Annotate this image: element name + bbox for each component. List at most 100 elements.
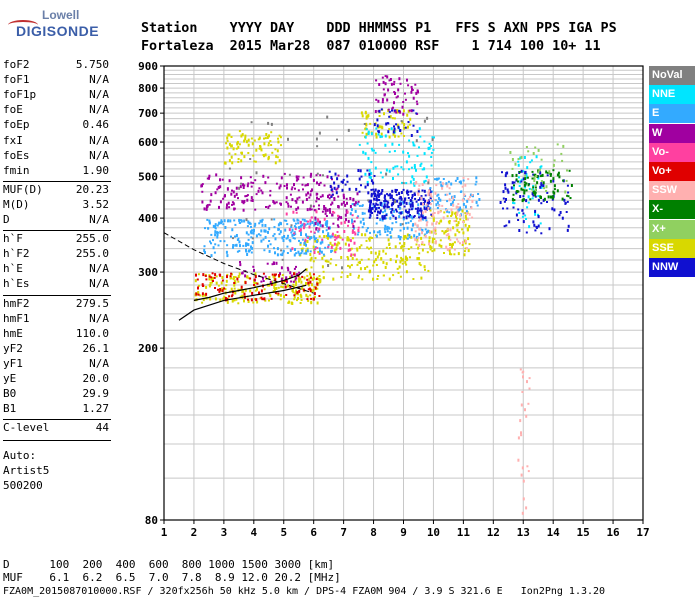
echo-point-nnw xyxy=(506,207,509,210)
echo-point-sse xyxy=(368,270,371,274)
echo-point-nnw xyxy=(519,195,522,198)
echo-point-vominus xyxy=(353,241,356,245)
echo-point-e xyxy=(466,199,469,203)
echo-point-voplus xyxy=(219,288,222,291)
echo-point-sse xyxy=(322,276,325,279)
echo-point-nnw xyxy=(374,208,377,211)
echo-point-sse xyxy=(444,230,447,234)
echo-point-e xyxy=(322,230,324,234)
echo-point-xplus xyxy=(564,190,567,194)
echo-point-sse xyxy=(374,251,377,255)
echo-point-xminus xyxy=(512,193,515,196)
echo-point-noval xyxy=(288,173,291,176)
param-row: B0 29.9 xyxy=(3,387,109,402)
echo-point-e xyxy=(238,240,241,244)
echo-point-noval xyxy=(255,171,258,175)
echo-point-nnw xyxy=(381,189,384,192)
x-tick-label: 14 xyxy=(547,526,561,539)
echo-point-e xyxy=(250,236,253,239)
echo-point-sse xyxy=(314,257,317,260)
echo-point-xplus xyxy=(543,187,546,190)
echo-point-sse xyxy=(380,257,383,260)
echo-point-w xyxy=(333,198,336,201)
echo-point-voplus xyxy=(258,291,260,295)
echo-point-voplus xyxy=(218,273,221,276)
echo-point-nne xyxy=(374,166,377,170)
echo-point-w xyxy=(250,199,253,202)
echo-point-sse xyxy=(299,277,302,281)
echo-point-e xyxy=(219,230,222,234)
echo-point-sse xyxy=(403,242,406,245)
echo-point-sse xyxy=(431,237,434,241)
echo-point-nnw xyxy=(360,184,362,187)
echo-point-ssw xyxy=(425,223,428,227)
echo-point-e xyxy=(281,252,284,255)
echo-point-sse xyxy=(451,213,454,216)
echo-point-e xyxy=(291,228,294,232)
echo-point-e xyxy=(225,250,228,254)
echo-point-xplus xyxy=(537,170,540,174)
echo-point-e xyxy=(284,228,287,232)
echo-point-nnw xyxy=(520,169,523,173)
echo-point-e xyxy=(469,193,472,197)
echo-point-e xyxy=(362,222,365,226)
echo-point-xminus xyxy=(549,179,552,183)
echo-point-voplus xyxy=(244,281,247,285)
echo-point-nne xyxy=(529,161,532,164)
echo-point-w xyxy=(262,276,264,280)
echo-point-e xyxy=(411,217,414,220)
echo-point-ssw xyxy=(426,221,429,224)
echo-point-nne xyxy=(524,214,527,217)
echo-point-sse xyxy=(294,292,297,296)
echo-point-ssw xyxy=(452,203,455,207)
param-row: fmin 1.90 xyxy=(3,164,109,179)
echo-point-vominus xyxy=(303,222,306,226)
echo-point-e xyxy=(263,249,266,252)
echo-point-nnw xyxy=(370,188,373,191)
echo-point-nnw xyxy=(420,214,423,218)
echo-point-w xyxy=(286,202,289,205)
param-value: N/A xyxy=(89,213,109,226)
echo-point-e xyxy=(303,252,306,255)
echo-point-ssw xyxy=(527,470,530,473)
echo-point-ssw xyxy=(446,193,449,196)
param-value: 20.0 xyxy=(82,372,110,385)
echo-point-ssw xyxy=(417,237,420,240)
echo-point-w xyxy=(232,190,235,194)
echo-point-e xyxy=(289,239,292,243)
echo-point-ssw xyxy=(434,226,437,230)
echo-point-sse xyxy=(419,264,422,267)
echo-point-sse xyxy=(457,221,460,225)
echo-point-nnw xyxy=(330,195,333,198)
echo-point-ssw xyxy=(445,245,448,249)
header-labels: Station YYYY DAY DDD HHMMSS P1 FFS S AXN… xyxy=(141,21,617,36)
echo-point-nnw xyxy=(515,191,518,195)
echo-point-sse xyxy=(317,278,320,281)
echo-point-w xyxy=(264,181,267,185)
echo-point-w xyxy=(245,195,248,197)
echo-point-nne xyxy=(428,142,431,145)
echo-point-nne xyxy=(522,170,525,173)
echo-point-w xyxy=(338,215,341,219)
echo-point-nne xyxy=(371,149,374,152)
echo-point-sse xyxy=(382,274,385,277)
echo-point-voplus xyxy=(208,275,211,278)
echo-point-w xyxy=(216,188,219,191)
echo-point-sse xyxy=(223,161,226,165)
echo-point-noval xyxy=(290,224,293,227)
echo-point-sse xyxy=(247,138,250,142)
echo-point-e xyxy=(305,251,308,255)
echo-point-sse xyxy=(312,245,315,249)
echo-point-sse xyxy=(253,160,256,163)
echo-point-w xyxy=(390,82,393,86)
echo-point-voplus xyxy=(233,282,236,284)
echo-point-w xyxy=(218,205,220,209)
echo-point-sse xyxy=(377,126,380,129)
echo-point-w xyxy=(242,202,245,205)
param-row: h`E N/A xyxy=(3,262,109,277)
echo-point-xminus xyxy=(525,182,528,185)
echo-point-nnw xyxy=(540,182,543,186)
echo-point-nne xyxy=(402,168,405,171)
echo-point-ssw xyxy=(446,248,449,251)
echo-point-sse xyxy=(398,265,401,269)
